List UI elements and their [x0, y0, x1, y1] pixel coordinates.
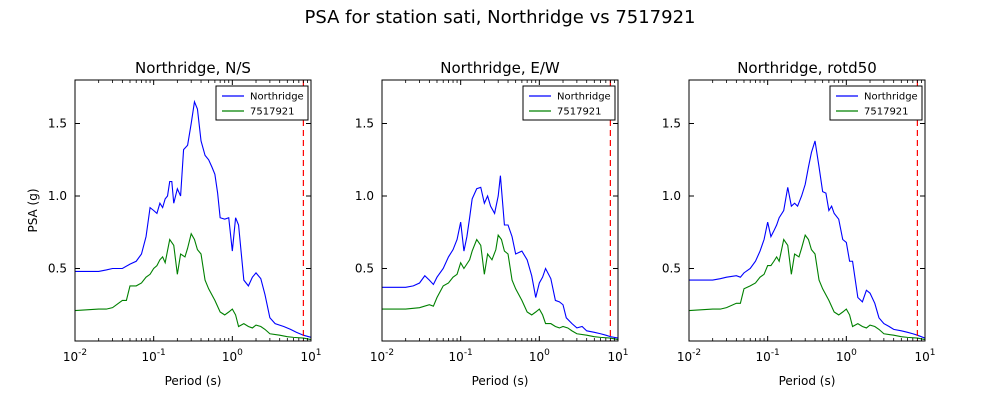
y-tick-label: 0.5 — [662, 262, 681, 276]
x-tick-label: 101 — [914, 348, 935, 364]
figure-title: PSA for station sati, Northridge vs 7517… — [304, 7, 695, 28]
legend: Northridge 7517921 — [215, 85, 309, 121]
subplot-3: Northridge, rotd50 10-2 10-1 100 101 0.5 1.0 1.… — [662, 59, 936, 388]
legend-box — [522, 85, 616, 121]
y-axis-label: PSA (g) — [26, 188, 40, 232]
y-tick-label: 0.5 — [355, 262, 374, 276]
legend-entry: Northridge — [557, 92, 611, 103]
legend-entry: 7517921 — [864, 107, 909, 118]
x-tick-label: 10-1 — [756, 348, 780, 364]
legend-entry: Northridge — [250, 92, 304, 103]
subplot-2: Northridge, E/W 10-2 10-1 100 101 0.5 1.0 1.5 Pe… — [355, 59, 629, 388]
y-tick-label: 1.0 — [48, 189, 67, 203]
y-tick-label: 1.0 — [662, 189, 681, 203]
plot-area — [689, 80, 925, 341]
series-line-sim — [382, 233, 618, 341]
legend-entry: Northridge — [864, 92, 918, 103]
axes-frame — [381, 79, 619, 342]
series-line-sim — [689, 233, 925, 341]
y-tick-label: 0.5 — [48, 262, 67, 276]
plot-area — [382, 80, 618, 341]
x-tick-label: 10-2 — [677, 348, 701, 364]
series-line-northridge — [75, 99, 311, 338]
subplot-title: Northridge, N/S — [135, 59, 251, 77]
legend-box — [829, 85, 923, 121]
legend: Northridge 7517921 — [522, 85, 616, 121]
plot-area — [75, 80, 311, 341]
x-tick-label: 101 — [607, 348, 628, 364]
x-tick-label: 100 — [222, 348, 243, 364]
x-tick-label: 10-2 — [63, 348, 87, 364]
y-tick-label: 1.5 — [355, 117, 374, 131]
x-axis-label: Period (s) — [472, 374, 529, 388]
y-tick-label: 1.5 — [48, 117, 67, 131]
series-line-northridge — [382, 175, 618, 339]
x-tick-label: 100 — [529, 348, 550, 364]
legend-entry: 7517921 — [557, 107, 602, 118]
axes-frame — [74, 79, 312, 342]
axes-frame — [688, 79, 926, 342]
x-tick-label: 10-1 — [449, 348, 473, 364]
series-line-sim — [75, 232, 311, 341]
subplot-title: Northridge, rotd50 — [737, 59, 877, 77]
x-tick-label: 101 — [300, 348, 321, 364]
x-tick-label: 100 — [836, 348, 857, 364]
legend-entry: 7517921 — [250, 107, 295, 118]
legend-box — [215, 85, 309, 121]
x-tick-label: 10-2 — [370, 348, 394, 364]
x-axis-label: Period (s) — [165, 374, 222, 388]
x-axis-label: Period (s) — [779, 374, 836, 388]
subplot-title: Northridge, E/W — [440, 59, 560, 77]
subplot-1: Northridge, N/S 10-2 10-1 100 101 0.5 1.0 1.5 Pe… — [26, 59, 322, 388]
series-line-northridge — [689, 140, 925, 339]
y-tick-label: 1.5 — [662, 117, 681, 131]
x-tick-label: 10-1 — [142, 348, 166, 364]
legend: Northridge 7517921 — [829, 85, 923, 121]
y-tick-label: 1.0 — [355, 189, 374, 203]
